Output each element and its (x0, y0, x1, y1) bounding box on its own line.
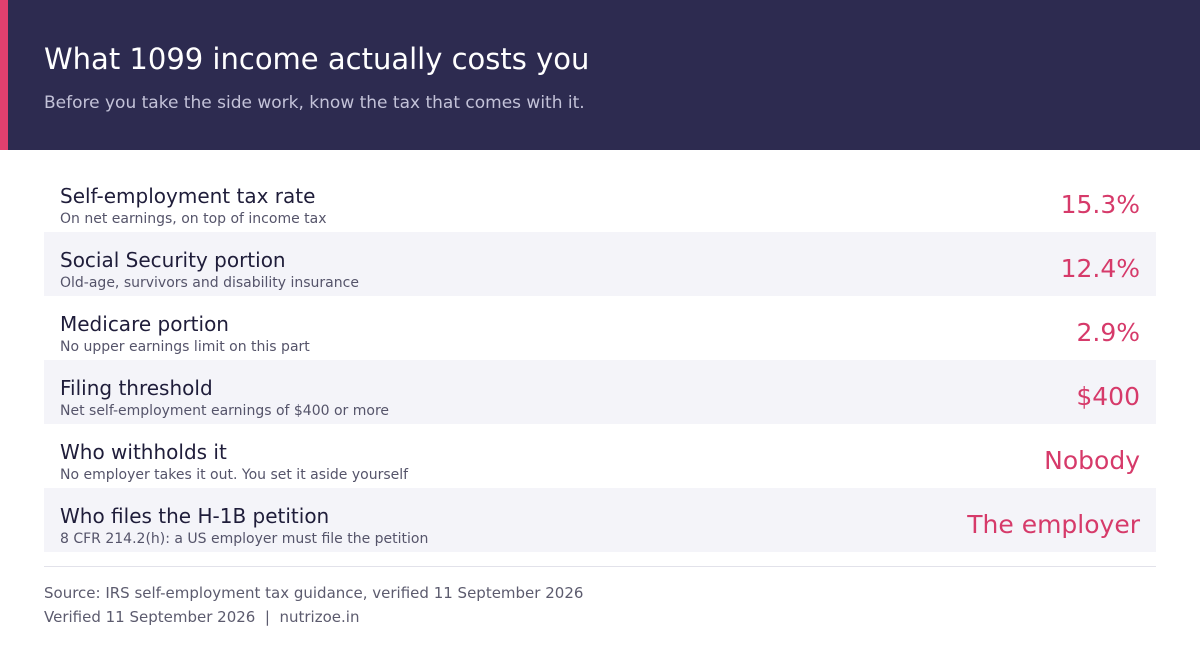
separator: | (264, 608, 270, 626)
row: Who withholds it No employer takes it out… (44, 424, 1156, 488)
row-label: Social Security portion (60, 248, 286, 272)
header: What 1099 income actually costs you Befo… (0, 0, 1200, 150)
divider (44, 566, 1156, 567)
row: Social Security portion Old-age, survivor… (44, 232, 1156, 296)
footer-line: Verified 11 September 2026 | nutrizoe.in (44, 608, 359, 626)
row-label: Who withholds it (60, 440, 227, 464)
row-value: Nobody (1044, 446, 1140, 475)
row-value: 12.4% (1060, 254, 1140, 283)
row-note: Old-age, survivors and disability insura… (60, 275, 359, 291)
row-note: No employer takes it out. You set it asi… (60, 467, 409, 483)
row-note: 8 CFR 214.2(h): a US employer must file … (60, 531, 429, 547)
row-value: 2.9% (1076, 318, 1140, 347)
rows: Self-employment tax rate On net earnings,… (44, 168, 1156, 552)
row-note: No upper earnings limit on this part (60, 339, 310, 355)
row-value: $400 (1076, 382, 1140, 411)
row-note: Net self-employment earnings of $400 or … (60, 403, 390, 419)
site: nutrizoe.in (279, 608, 360, 626)
accent-bar (0, 0, 8, 150)
row: Who files the H-1B petition 8 CFR 214.2(h… (44, 488, 1156, 552)
verified: Verified 11 September 2026 (44, 608, 256, 626)
title: What 1099 income actually costs you (44, 42, 590, 76)
row-label: Self-employment tax rate (60, 184, 316, 208)
row-label: Medicare portion (60, 312, 229, 336)
row-value: The employer (967, 510, 1140, 539)
row-note: On net earnings, on top of income tax (60, 211, 327, 227)
row-value: 15.3% (1060, 190, 1140, 219)
row: Self-employment tax rate On net earnings,… (44, 168, 1156, 232)
source: Source: IRS self-employment tax guidance… (44, 584, 584, 602)
row: Medicare portion No upper earnings limit … (44, 296, 1156, 360)
row: Filing threshold Net self-employment earn… (44, 360, 1156, 424)
row-label: Filing threshold (60, 376, 213, 400)
subtitle: Before you take the side work, know the … (44, 93, 585, 113)
row-label: Who files the H-1B petition (60, 504, 330, 528)
